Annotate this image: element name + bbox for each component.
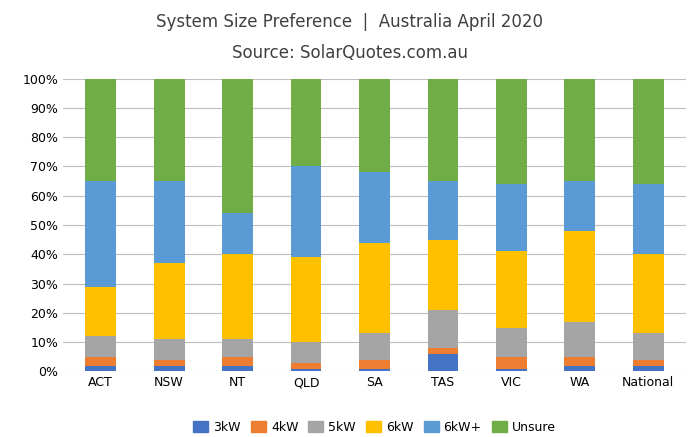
Bar [359,333,390,360]
Bar [633,79,664,184]
Bar [222,357,253,366]
Bar [633,184,664,254]
Bar [290,79,321,166]
Bar [359,172,390,243]
Bar [154,79,185,181]
Bar [85,366,116,371]
Bar [633,333,664,360]
Legend: 3kW, 4kW, 5kW, 6kW, 6kW+, Unsure: 3kW, 4kW, 5kW, 6kW, 6kW+, Unsure [188,416,561,437]
Bar [564,366,595,371]
Bar [222,366,253,371]
Bar [222,79,253,213]
Bar [222,254,253,339]
Bar [222,213,253,254]
Bar [154,366,185,371]
Bar [564,181,595,231]
Bar [154,263,185,339]
Text: Source: SolarQuotes.com.au: Source: SolarQuotes.com.au [232,44,468,62]
Bar [428,181,458,239]
Bar [359,243,390,333]
Bar [564,79,595,181]
Bar [564,357,595,366]
Bar [496,251,527,328]
Bar [496,79,527,184]
Bar [496,368,527,371]
Bar [154,360,185,366]
Bar [154,339,185,360]
Bar [633,360,664,366]
Bar [290,342,321,363]
Bar [85,181,116,287]
Bar [359,360,390,368]
Bar [428,79,458,181]
Bar [564,322,595,357]
Text: System Size Preference  |  Australia April 2020: System Size Preference | Australia April… [157,13,543,31]
Bar [633,366,664,371]
Bar [633,254,664,333]
Bar [222,339,253,357]
Bar [359,368,390,371]
Bar [85,287,116,336]
Bar [428,310,458,348]
Bar [359,79,390,172]
Bar [290,166,321,257]
Bar [428,354,458,371]
Bar [496,328,527,357]
Bar [85,79,116,181]
Bar [428,348,458,354]
Bar [564,231,595,322]
Bar [496,357,527,368]
Bar [428,239,458,310]
Bar [290,257,321,342]
Bar [85,336,116,357]
Bar [290,363,321,368]
Bar [496,184,527,251]
Bar [290,368,321,371]
Bar [154,181,185,263]
Bar [85,357,116,366]
